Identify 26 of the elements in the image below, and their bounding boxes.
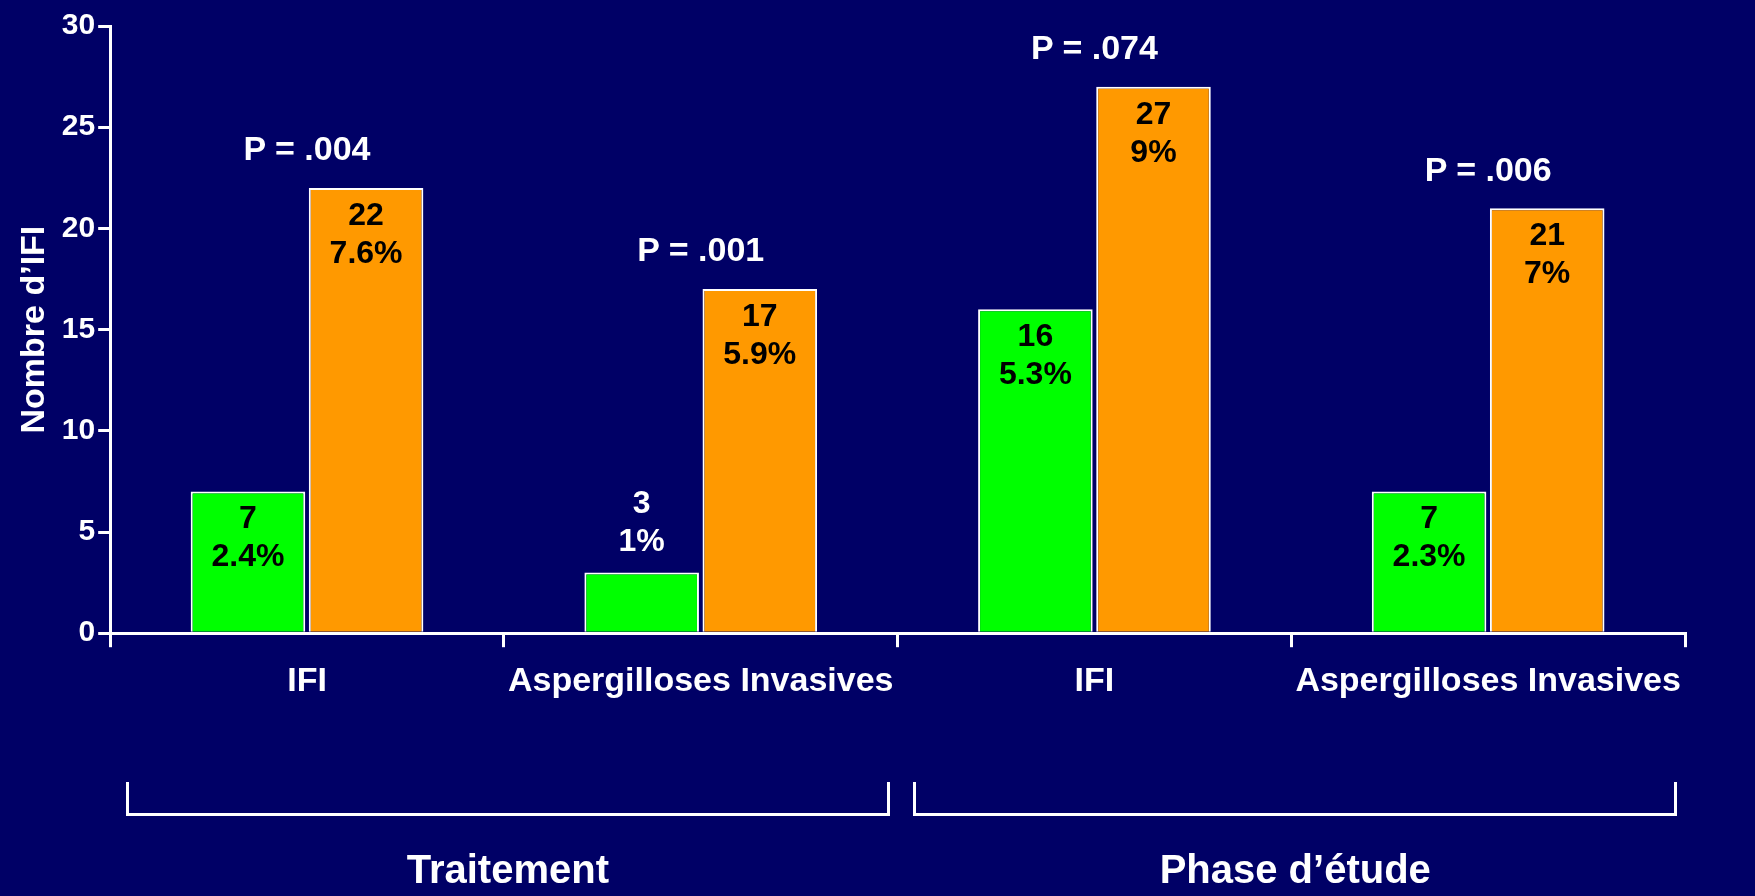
y-tick-label: 20 — [61, 209, 96, 243]
x-tick-label: Aspergilloses Invasives — [1295, 659, 1681, 698]
x-tick-label: IFI — [287, 659, 327, 698]
x-tick-label: IFI — [1074, 659, 1115, 698]
annotation: P = .004 — [243, 129, 371, 168]
y-tick-label: 30 — [61, 7, 96, 41]
annotation: P = .006 — [1424, 149, 1552, 188]
y-axis-title: Nombre d’IFI — [12, 225, 51, 434]
x-tick-label: Aspergilloses Invasives — [507, 659, 894, 698]
annotation: P = .074 — [1030, 28, 1159, 67]
y-tick-label: 10 — [61, 412, 96, 446]
y-tick-label: 0 — [78, 614, 96, 648]
data-label: 22 7.6% — [329, 195, 403, 270]
annotation: P = .001 — [637, 230, 765, 269]
data-label: 7 2.3% — [1392, 499, 1466, 574]
text: Traitement — [406, 847, 609, 892]
data-label: 3 1% — [618, 484, 665, 559]
data-label: 7 2.4% — [211, 499, 285, 574]
data-label: 17 5.9% — [723, 296, 797, 371]
y-tick-label: 5 — [78, 513, 96, 547]
text: Phase d’étude — [1159, 847, 1431, 892]
data-label: 16 5.3% — [998, 317, 1072, 392]
data-label: 27 9% — [1130, 94, 1177, 169]
data-label: 21 7% — [1524, 215, 1571, 290]
y-tick-label: 25 — [61, 108, 96, 142]
y-tick-label: 15 — [61, 310, 96, 344]
